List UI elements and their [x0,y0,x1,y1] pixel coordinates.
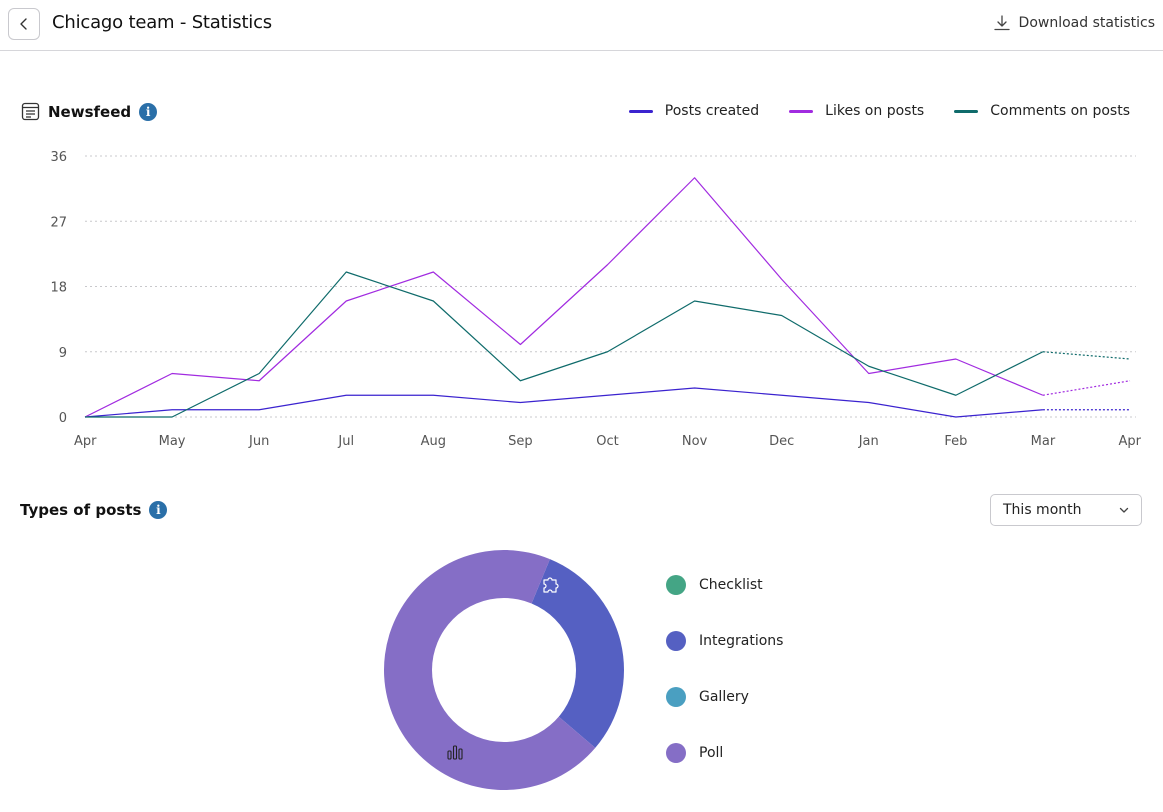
chart-legend: Posts created Likes on posts Comments on… [628,103,1130,119]
download-statistics-button[interactable]: Download statistics [993,14,1155,32]
x-tick-label: Oct [596,434,618,449]
series-line-comments-on-posts [85,271,1044,418]
integrations-dot [666,631,686,651]
x-tick-label: Jul [337,434,354,449]
poll-dot [666,743,686,763]
period-select[interactable]: This month [990,494,1142,526]
types-legend-gallery: Gallery [666,687,783,707]
x-tick-label: Dec [769,434,794,449]
x-tick-label: May [159,434,186,449]
series-projection-comments-on-posts [1042,351,1131,360]
legend-item-comments-on-posts: Comments on posts [954,103,1130,119]
types-donut-chart [384,550,624,790]
poll-label: Poll [699,745,724,761]
legend-swatch-posts-created [628,109,653,113]
gallery-dot [666,687,686,707]
types-of-posts-title: Types of posts i [20,501,168,519]
y-tick-label: 36 [50,150,67,165]
download-statistics-label: Download statistics [1018,15,1155,31]
y-tick-label: 18 [50,281,67,296]
types-legend-poll: Poll [666,743,783,763]
legend-item-posts-created: Posts created [628,103,760,119]
types-legend-checklist: Checklist [666,575,783,595]
puzzle-icon [543,577,559,593]
gallery-label: Gallery [699,689,749,705]
x-tick-label: Mar [1031,434,1056,449]
period-select-value: This month [1003,502,1082,518]
x-tick-label: Jan [858,434,879,449]
chevron-down-icon [1119,507,1129,513]
legend-item-likes-on-posts: Likes on posts [789,103,924,119]
legend-swatch-comments-on-posts [954,109,979,113]
newsfeed-info-icon[interactable]: i [139,102,158,121]
y-tick-label: 9 [59,346,67,361]
integrations-label: Integrations [699,633,784,649]
legend-swatch-likes-on-posts [789,109,814,113]
legend-label-likes-on-posts: Likes on posts [825,103,925,119]
checklist-dot [666,575,686,595]
types-legend-integrations: Integrations [666,631,783,651]
series-line-likes-on-posts [84,177,1044,418]
chevron-left-icon [20,18,27,30]
x-tick-label: Jun [248,434,269,449]
back-button[interactable] [8,8,40,40]
legend-label-posts-created: Posts created [664,103,760,119]
series-projection-likes-on-posts [1042,380,1131,396]
x-tick-label: Apr [1119,434,1142,449]
bar-chart-icon [447,745,463,760]
page-title: Chicago team - Statistics [52,12,272,33]
legend-label-comments-on-posts: Comments on posts [990,103,1130,119]
series-line-posts-created [84,387,1043,418]
types-of-posts-info-icon[interactable]: i [149,501,168,519]
y-tick-label: 27 [50,215,67,230]
newsfeed-line-chart: 0 9 18 27 36 Apr May Jun Jul Aug Sep Oct Nov Dec Jan Fe… [50,150,1142,449]
donut-hole [432,598,576,742]
x-tick-label: Nov [682,434,708,449]
checklist-label: Checklist [699,577,763,593]
x-tick-label: Feb [944,434,967,449]
newsfeed-title: Newsfeed i [21,102,158,121]
newsfeed-title-text: Newsfeed [48,102,132,121]
page-header: Chicago team - Statistics Download stati… [0,0,1163,51]
x-tick-label: Apr [74,434,97,449]
download-icon [993,15,1010,31]
x-tick-label: Aug [421,434,446,449]
x-tick-label: Sep [508,434,533,449]
newsfeed-icon [21,102,40,121]
types-legend: Checklist Integrations Gallery Poll [666,575,783,799]
y-tick-label: 0 [59,411,67,426]
types-of-posts-title-text: Types of posts [20,501,142,519]
